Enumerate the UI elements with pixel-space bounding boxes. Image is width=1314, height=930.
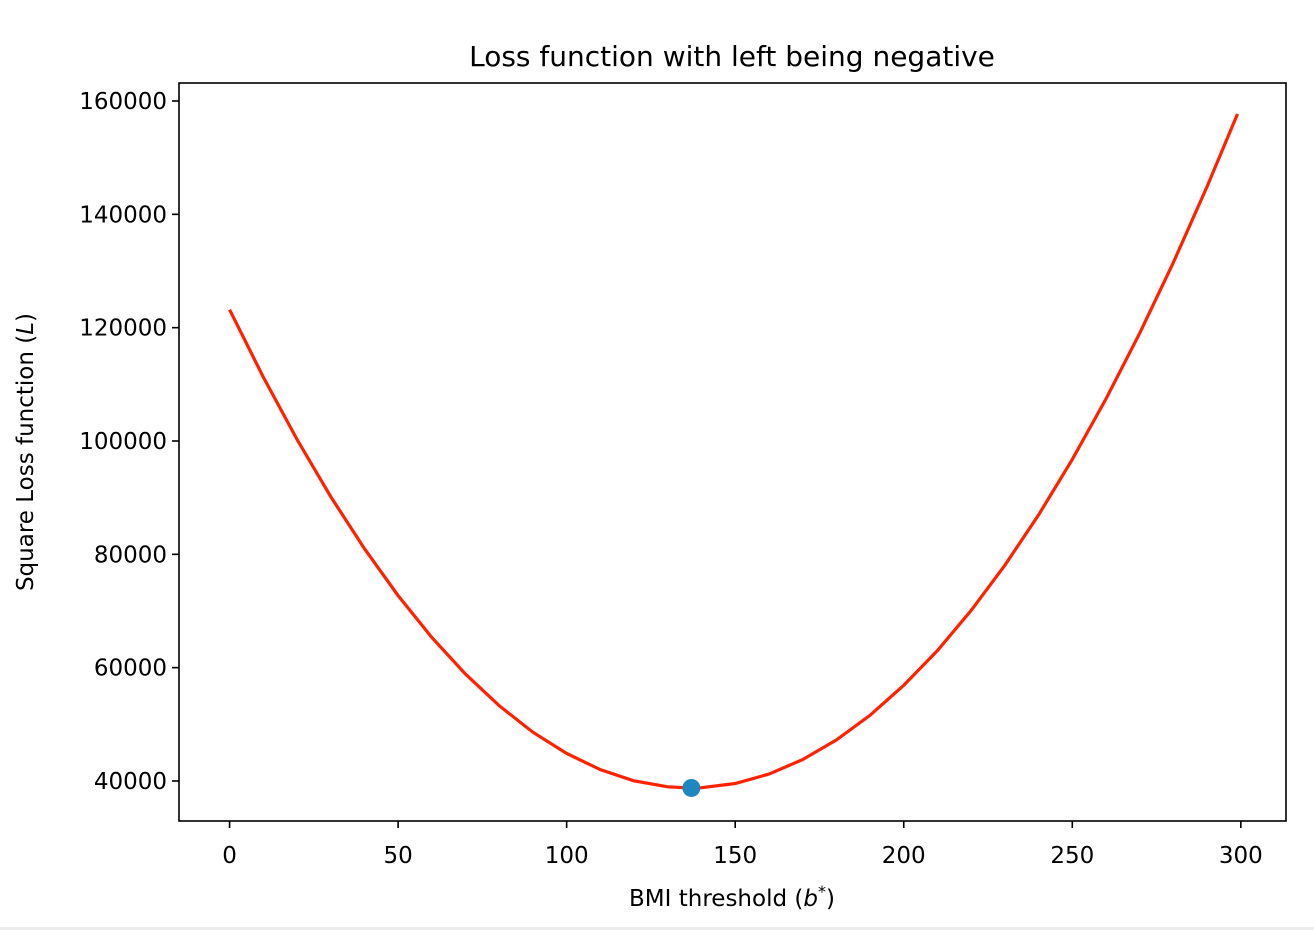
- y-tick-label: 160000: [79, 89, 167, 115]
- y-tick-label: 120000: [79, 316, 167, 342]
- series-line-loss: [228, 113, 1239, 790]
- y-axis: 40000 60000 80000 100000 120000 140000 160000: [79, 89, 179, 795]
- x-tick-label: 50: [383, 843, 412, 869]
- y-tick-label: 60000: [94, 656, 167, 682]
- chart-title: Loss function with left being negative: [469, 40, 995, 73]
- x-tick-label: 200: [882, 843, 926, 869]
- x-axis-label: BMI threshold (b*): [629, 882, 835, 912]
- x-tick-label: 150: [713, 843, 757, 869]
- y-tick-label: 40000: [94, 769, 167, 795]
- point-minimum: [682, 778, 701, 797]
- bottom-divider: [0, 927, 1314, 930]
- y-tick-label: 80000: [94, 542, 167, 568]
- x-axis: 0 50 100 150 200 250 300: [222, 821, 1263, 869]
- y-tick-label: 100000: [79, 429, 167, 455]
- x-tick-label: 100: [545, 843, 589, 869]
- x-tick-label: 0: [222, 843, 237, 869]
- y-axis-label: Square Loss function (L): [13, 313, 39, 591]
- plot-area: [228, 113, 1239, 797]
- x-tick-label: 250: [1050, 843, 1094, 869]
- x-tick-label: 300: [1219, 843, 1263, 869]
- y-tick-label: 140000: [79, 202, 167, 228]
- axes-frame: [178, 82, 1287, 822]
